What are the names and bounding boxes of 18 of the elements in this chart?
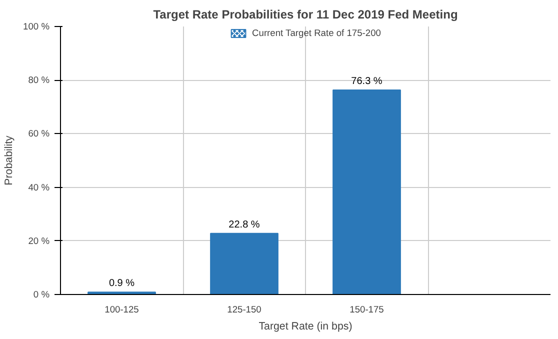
x-tick-label: 125-150 [227, 304, 262, 314]
y-tick-label: 20 % [28, 236, 50, 246]
data-label: 22.8 % [228, 219, 260, 230]
x-tick-label: 100-125 [104, 304, 139, 314]
chart-title: Target Rate Probabilities for 11 Dec 2019 Fed Meeting [153, 8, 458, 22]
y-tick-label: 100 % [23, 22, 50, 32]
y-tick-label: 40 % [28, 182, 50, 192]
data-label: 0.9 % [108, 278, 135, 290]
x-axis-title: Target Rate (in bps) [258, 320, 352, 332]
x-tick-label: 150-175 [350, 304, 384, 314]
y-tick-label: 80 % [28, 75, 50, 86]
bar [210, 232, 278, 294]
y-tick-label: 0 % [33, 290, 50, 300]
y-tick-label: 60 % [28, 128, 50, 139]
y-axis-title: Probability [3, 134, 16, 186]
bar [332, 90, 401, 294]
legend-label: Current Target Rate of 175-200 [252, 28, 381, 38]
data-label: 76.3 % [351, 76, 382, 88]
